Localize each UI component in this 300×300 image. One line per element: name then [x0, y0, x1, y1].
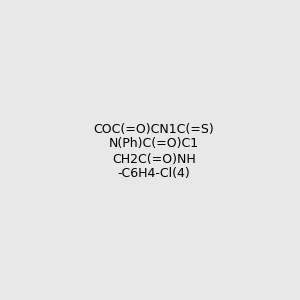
Text: COC(=O)CN1C(=S)
N(Ph)C(=O)C1
CH2C(=O)NH
-C6H4-Cl(4): COC(=O)CN1C(=S) N(Ph)C(=O)C1 CH2C(=O)NH …	[93, 122, 214, 181]
